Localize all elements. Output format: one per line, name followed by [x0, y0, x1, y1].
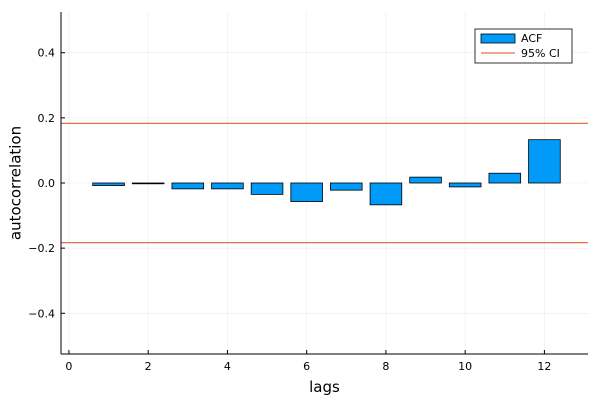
legend-acf-swatch — [480, 33, 516, 44]
y-tick-label: 0.0 — [38, 177, 56, 190]
acf-bar — [171, 182, 205, 190]
acf-bar — [409, 176, 442, 184]
x-tick-label: 8 — [382, 360, 389, 373]
x-axis-title: lags — [309, 378, 340, 396]
x-tick-label: 4 — [224, 360, 231, 373]
acf-bar — [330, 182, 363, 191]
x-tick-label: 12 — [537, 360, 551, 373]
y-axis-title: autocorrelation — [7, 126, 25, 240]
y-tick-label: −0.2 — [28, 242, 55, 255]
axis-layer: 0 2 4 6 8 10 12 −0.4 −0.2 0.0 0.2 0.4 — [28, 12, 588, 373]
y-tick-label: 0.2 — [38, 112, 56, 125]
acf-bar — [131, 182, 165, 185]
acf-bar — [211, 182, 244, 190]
bar-layer — [92, 139, 561, 206]
acf-bar — [528, 139, 561, 184]
legend-ci-label: 95% CI — [521, 47, 560, 60]
acf-bar — [488, 172, 522, 184]
x-tick-label: 6 — [303, 360, 310, 373]
y-tick-label: 0.4 — [38, 47, 56, 60]
x-tick-label: 10 — [458, 360, 472, 373]
acf-bar — [369, 182, 403, 206]
acf-bar — [250, 182, 284, 195]
legend-box — [474, 28, 573, 64]
legend-acf-label: ACF — [521, 32, 542, 45]
acf-bar — [448, 182, 482, 188]
acf-bar — [290, 182, 323, 202]
x-tick-label: 0 — [65, 360, 72, 373]
acf-bar — [92, 182, 125, 187]
y-tick-label: −0.4 — [28, 307, 55, 320]
legend: ACF 95% CI — [474, 28, 573, 64]
x-tick-label: 2 — [145, 360, 152, 373]
ci-layer — [61, 122, 588, 244]
